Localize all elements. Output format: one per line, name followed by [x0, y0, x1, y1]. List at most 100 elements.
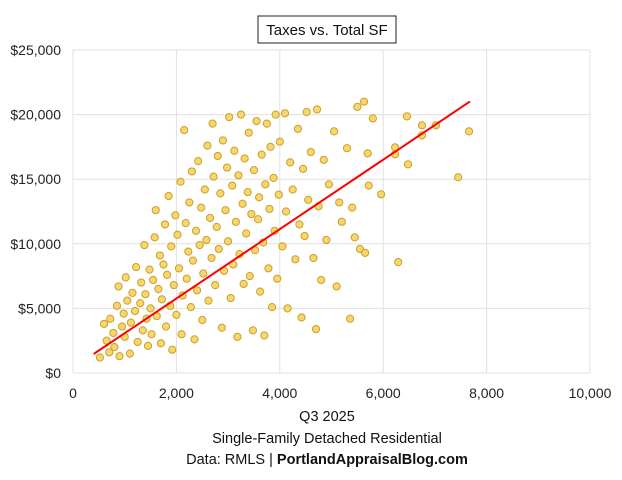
- x-tick-label: 2,000: [159, 385, 194, 401]
- data-point: [361, 248, 370, 257]
- y-tick-label: $0: [45, 365, 61, 381]
- data-point: [274, 190, 283, 199]
- data-point: [187, 167, 197, 176]
- data-point: [265, 204, 274, 214]
- data-point: [211, 281, 220, 290]
- data-point: [317, 275, 326, 285]
- y-tick-label: $20,000: [10, 107, 61, 123]
- data-point: [322, 235, 331, 245]
- chart-title: Taxes vs. Total SF: [266, 22, 387, 39]
- data-point: [143, 341, 153, 350]
- data-point: [228, 181, 237, 190]
- data-point: [154, 284, 163, 294]
- grid: [72, 49, 591, 374]
- data-point: [145, 265, 154, 274]
- data-point: [280, 109, 290, 118]
- data-point: [231, 217, 240, 226]
- footer-property-type: Single-Family Detached Residential: [212, 431, 442, 447]
- data-point: [295, 220, 304, 229]
- data-point: [188, 256, 198, 265]
- data-point: [271, 110, 280, 119]
- data-point: [190, 335, 199, 344]
- data-point: [164, 191, 173, 201]
- data-point: [394, 258, 403, 267]
- data-point: [278, 242, 287, 251]
- data-point: [200, 185, 209, 194]
- data-point: [205, 213, 215, 223]
- data-point: [176, 177, 185, 186]
- data-points: [95, 97, 474, 362]
- data-point: [363, 149, 372, 158]
- data-point: [182, 274, 191, 283]
- data-point: [181, 219, 190, 228]
- data-point: [346, 314, 355, 323]
- data-point: [167, 242, 176, 251]
- data-point: [174, 264, 184, 273]
- data-point: [184, 247, 193, 256]
- data-point: [236, 110, 246, 119]
- data-point: [173, 230, 182, 239]
- data-point: [319, 155, 328, 164]
- data-point: [114, 282, 123, 291]
- data-point: [257, 150, 266, 159]
- data-point: [353, 102, 362, 111]
- data-point: [312, 105, 322, 114]
- data-point: [177, 330, 186, 339]
- data-point: [261, 180, 270, 189]
- data-point: [172, 310, 181, 319]
- data-point: [309, 253, 318, 263]
- x-tick-label: 10,000: [569, 385, 612, 401]
- data-point: [105, 348, 114, 357]
- data-point: [115, 352, 124, 361]
- data-point: [266, 142, 275, 151]
- data-point: [151, 206, 160, 215]
- data-point: [224, 237, 233, 246]
- y-tick-label: $15,000: [10, 171, 61, 187]
- x-tick-label: 0: [69, 385, 77, 401]
- data-point: [138, 326, 147, 335]
- data-point: [192, 286, 202, 295]
- data-point: [249, 166, 259, 175]
- data-point: [221, 206, 230, 215]
- data-point: [243, 188, 252, 197]
- data-point: [141, 290, 150, 299]
- data-point: [110, 343, 119, 352]
- data-point: [311, 324, 321, 334]
- data-point: [168, 345, 177, 354]
- trendline: [93, 100, 471, 355]
- footer-source: Data: RMLS | PortlandAppraisalBlog.com: [186, 452, 468, 468]
- data-point: [342, 144, 352, 153]
- data-point: [198, 315, 207, 325]
- data-point: [185, 198, 194, 207]
- x-tick-label: 8,000: [469, 385, 504, 401]
- y-tick-label: $5,000: [18, 300, 61, 316]
- source-label: Data: RMLS |: [186, 452, 277, 468]
- data-point: [403, 160, 413, 169]
- data-point: [230, 146, 239, 155]
- data-point: [245, 272, 254, 281]
- x-axis-ticks: 0 2,000 4,000 6,000 8,000 10,000: [69, 385, 612, 401]
- data-point: [417, 121, 427, 130]
- data-point: [147, 330, 156, 339]
- footer-period: Q3 2025: [299, 409, 355, 425]
- data-point: [269, 173, 278, 183]
- data-point: [464, 127, 474, 136]
- data-point: [335, 198, 344, 207]
- data-point: [140, 240, 149, 250]
- data-point: [238, 199, 247, 208]
- data-point: [99, 319, 109, 329]
- data-point: [267, 303, 277, 312]
- data-point: [199, 269, 208, 278]
- data-point: [171, 211, 180, 220]
- data-point: [214, 244, 223, 254]
- data-point: [197, 203, 206, 212]
- data-point: [125, 349, 134, 358]
- data-point: [377, 190, 386, 199]
- data-point: [281, 207, 291, 216]
- data-point: [332, 282, 341, 291]
- data-point: [348, 203, 357, 212]
- data-point: [304, 195, 313, 204]
- data-point: [244, 128, 253, 137]
- data-point: [364, 181, 373, 190]
